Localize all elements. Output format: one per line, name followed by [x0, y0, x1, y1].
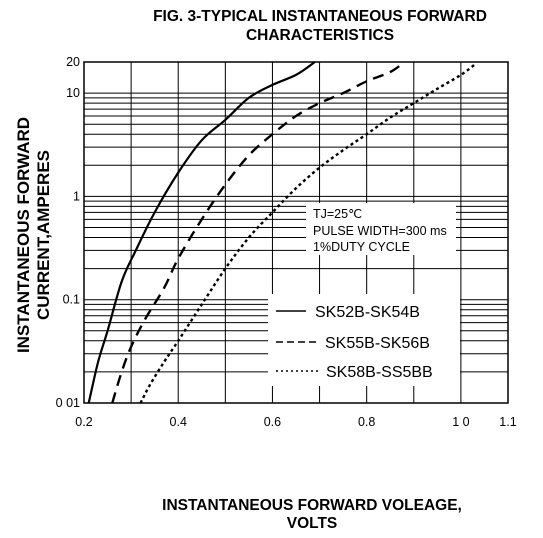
- legend-box: [268, 294, 460, 386]
- y-axis-label: INSTANTANEOUS FORWARD CURRENT,AMPERES: [14, 117, 53, 353]
- x-tick-label: 1.1: [499, 415, 516, 429]
- x-tick-label: 0.2: [75, 415, 92, 429]
- y-tick-label: 0 01: [56, 396, 80, 410]
- chart-title-line-2: CHARACTERISTICS: [246, 27, 394, 44]
- condition-pulse-width: PULSE WIDTH=300 ms: [313, 224, 447, 238]
- y-axis-label-line-2: CURRENT,AMPERES: [34, 150, 53, 320]
- plot-frame: [83, 61, 509, 404]
- condition-temperature: TJ=25℃: [313, 207, 362, 221]
- series-line-sk58b-ss5bb: [139, 63, 476, 404]
- series-line-sk52b-sk54b: [87, 61, 316, 404]
- legend-label-sk52b-sk54b: SK52B-SK54B: [315, 304, 420, 321]
- y-tick-label: 1: [73, 189, 80, 203]
- series-lines: [87, 61, 476, 404]
- y-tick-label: 10: [66, 86, 80, 100]
- condition-duty-cycle: 1%DUTY CYCLE: [313, 240, 410, 254]
- tick-labels: 0.2 0.4 0.6 0.8 1 0 1.1 0 01 0.1 1 10 20: [56, 55, 517, 429]
- x-axis-label-line-1: INSTANTANEOUS FORWARD VOLEAGE,: [162, 497, 462, 514]
- y-tick-label: 0.1: [63, 293, 80, 307]
- y-axis-label-line-1: INSTANTANEOUS FORWARD: [14, 117, 33, 353]
- y-tick-label: 20: [66, 55, 80, 69]
- x-tick-label: 1 0: [452, 415, 469, 429]
- conditions-box: [306, 203, 456, 255]
- x-tick-label: 0.8: [358, 415, 375, 429]
- x-tick-label: 0.6: [264, 415, 281, 429]
- legend-label-sk55b-sk56b: SK55B-SK56B: [325, 335, 430, 352]
- x-axis-label-line-2: VOLTS: [287, 515, 338, 532]
- series-line-sk55b-sk56b: [111, 61, 406, 404]
- chart-title-line-1: FIG. 3-TYPICAL INSTANTANEOUS FORWARD: [153, 8, 487, 25]
- x-tick-label: 0.4: [170, 415, 187, 429]
- legend-label-sk58b-ss5bb: SK58B-SS5BB: [326, 364, 433, 381]
